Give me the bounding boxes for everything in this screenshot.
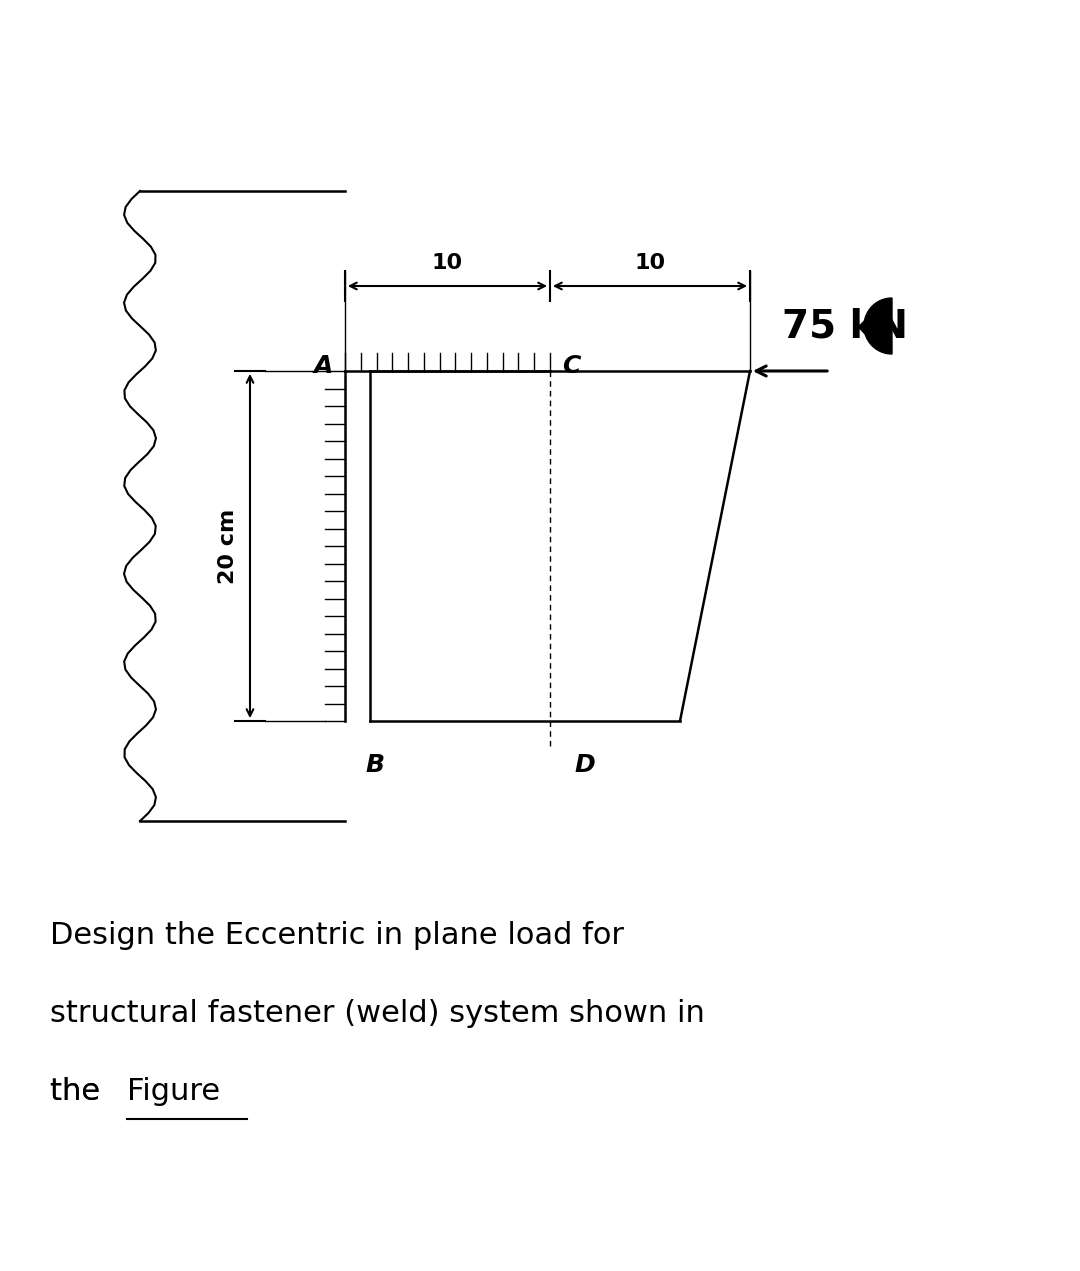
Text: 10: 10	[432, 253, 463, 273]
Text: 10: 10	[634, 253, 665, 273]
Text: structural fastener (weld) system shown in: structural fastener (weld) system shown …	[50, 999, 705, 1028]
Text: the: the	[50, 1077, 110, 1106]
Text: A: A	[313, 355, 333, 377]
Text: the: the	[50, 1077, 110, 1106]
Text: Design the Eccentric in plane load for: Design the Eccentric in plane load for	[50, 921, 624, 949]
Text: C: C	[562, 355, 580, 377]
Text: B: B	[365, 752, 384, 777]
Text: 20 cm: 20 cm	[218, 508, 238, 583]
Text: D: D	[575, 752, 595, 777]
Text: Figure: Figure	[127, 1077, 220, 1106]
Text: 75 kN: 75 kN	[782, 308, 908, 344]
Polygon shape	[864, 297, 892, 355]
